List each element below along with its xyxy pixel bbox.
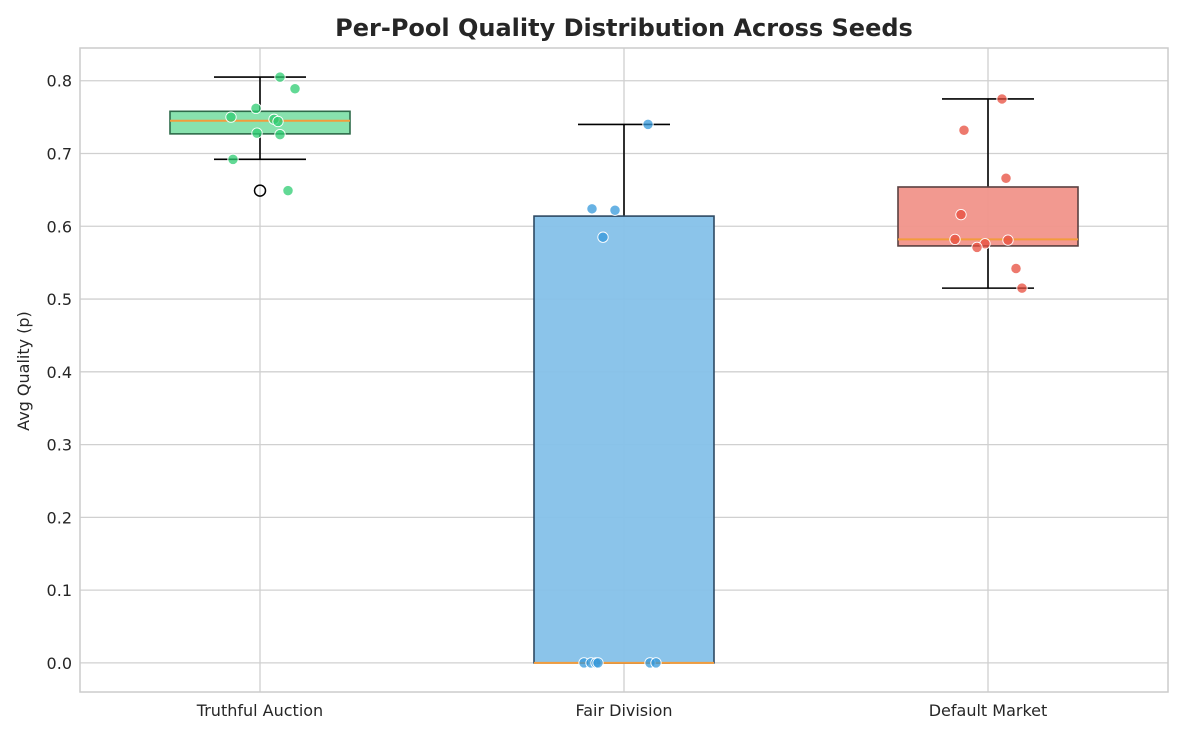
x-tick-label: Fair Division	[575, 701, 672, 720]
data-point	[592, 657, 604, 669]
data-point	[1010, 262, 1022, 275]
data-point	[609, 204, 621, 216]
chart-title: Per-Pool Quality Distribution Across See…	[335, 14, 913, 42]
outlier-marker	[253, 184, 267, 197]
y-tick-label: 0.2	[47, 508, 72, 527]
x-tick-label: Default Market	[929, 701, 1048, 720]
data-point	[225, 111, 237, 123]
data-point	[971, 241, 983, 254]
data-point	[955, 208, 967, 221]
data-point	[1002, 234, 1014, 246]
box-iqr	[533, 215, 715, 664]
data-point	[1016, 282, 1028, 294]
y-tick-label: 0.1	[47, 581, 72, 600]
data-point	[251, 127, 263, 139]
data-point	[227, 153, 239, 165]
data-point	[274, 71, 286, 83]
tick-layer: 0.0 0.1 0.2 0.3 0.4 0.5 0.6 0.7 0.8 Truthful Auct…	[47, 72, 1048, 720]
y-tick-label: 0.7	[47, 145, 72, 164]
y-axis-label: Avg Quality (p)	[14, 311, 33, 431]
box-group	[169, 76, 351, 197]
data-point	[958, 124, 970, 136]
x-tick-label: Truthful Auction	[196, 701, 323, 720]
data-point	[282, 184, 294, 197]
data-point	[1000, 172, 1012, 184]
data-point	[642, 118, 654, 131]
data-point	[949, 233, 961, 246]
y-tick-label: 0.0	[47, 654, 72, 673]
data-point	[586, 203, 598, 215]
box-group	[897, 98, 1079, 289]
point-layer	[225, 71, 1028, 669]
data-point	[274, 128, 286, 141]
box-layer	[169, 76, 1079, 664]
plot-frame	[79, 47, 1169, 693]
data-point	[996, 93, 1008, 105]
y-tick-label: 0.8	[47, 72, 72, 91]
data-point	[272, 115, 284, 128]
data-point	[650, 657, 662, 669]
data-point	[289, 83, 301, 95]
y-tick-label: 0.5	[47, 290, 72, 309]
y-tick-label: 0.6	[47, 217, 72, 236]
box-iqr	[897, 186, 1079, 247]
data-point	[250, 102, 262, 115]
box-group	[533, 123, 715, 664]
y-tick-label: 0.3	[47, 436, 72, 455]
y-tick-label: 0.4	[47, 363, 72, 382]
data-point	[597, 231, 609, 243]
